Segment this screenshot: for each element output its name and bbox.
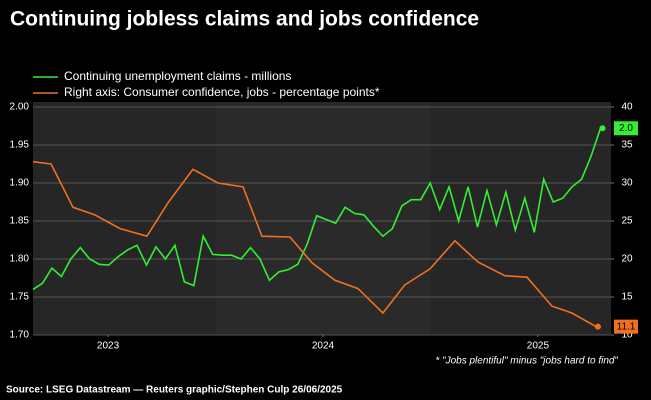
end-point bbox=[599, 125, 606, 132]
x-tick-label: 2023 bbox=[97, 341, 120, 352]
y2-tick-label: 35 bbox=[621, 140, 633, 151]
y2-tick-label: 40 bbox=[621, 102, 633, 113]
legend-label: Continuing unemployment claims - million… bbox=[64, 69, 291, 83]
end-point bbox=[594, 323, 601, 330]
legend-label: Right axis: Consumer confidence, jobs - … bbox=[64, 85, 380, 99]
series-line bbox=[32, 160, 597, 328]
y2-tick-label: 20 bbox=[621, 254, 633, 265]
y2-tick-label: 15 bbox=[621, 292, 633, 303]
y-tick-label: 1.85 bbox=[10, 216, 30, 227]
end-label-box bbox=[614, 319, 638, 334]
x-tick-label: 2025 bbox=[527, 341, 550, 352]
end-label: 11.1 bbox=[617, 321, 636, 332]
end-label-box bbox=[614, 121, 638, 136]
y-tick-label: 1.75 bbox=[10, 292, 30, 303]
y2-tick-label: 25 bbox=[621, 216, 633, 227]
y-tick-label: 1.80 bbox=[10, 254, 30, 265]
chart-title: Continuing jobless claims and jobs confi… bbox=[10, 8, 479, 31]
source: Source: LSEG Datastream — Reuters graphi… bbox=[6, 385, 343, 396]
year-band bbox=[33, 102, 216, 335]
y-tick-label: 1.95 bbox=[10, 140, 30, 151]
y2-tick-label: 30 bbox=[621, 178, 633, 189]
year-band bbox=[430, 102, 611, 335]
series-line bbox=[32, 128, 602, 291]
y2-tick-label: 10 bbox=[621, 330, 633, 341]
y-tick-label: 1.70 bbox=[10, 330, 30, 341]
y-tick-label: 2.00 bbox=[10, 102, 30, 113]
y-tick-label: 1.90 bbox=[10, 178, 30, 189]
x-tick-label: 2024 bbox=[312, 341, 335, 352]
end-label: 2.0 bbox=[619, 123, 633, 134]
footnote: * "Jobs plentiful" minus "jobs hard to f… bbox=[435, 356, 618, 367]
